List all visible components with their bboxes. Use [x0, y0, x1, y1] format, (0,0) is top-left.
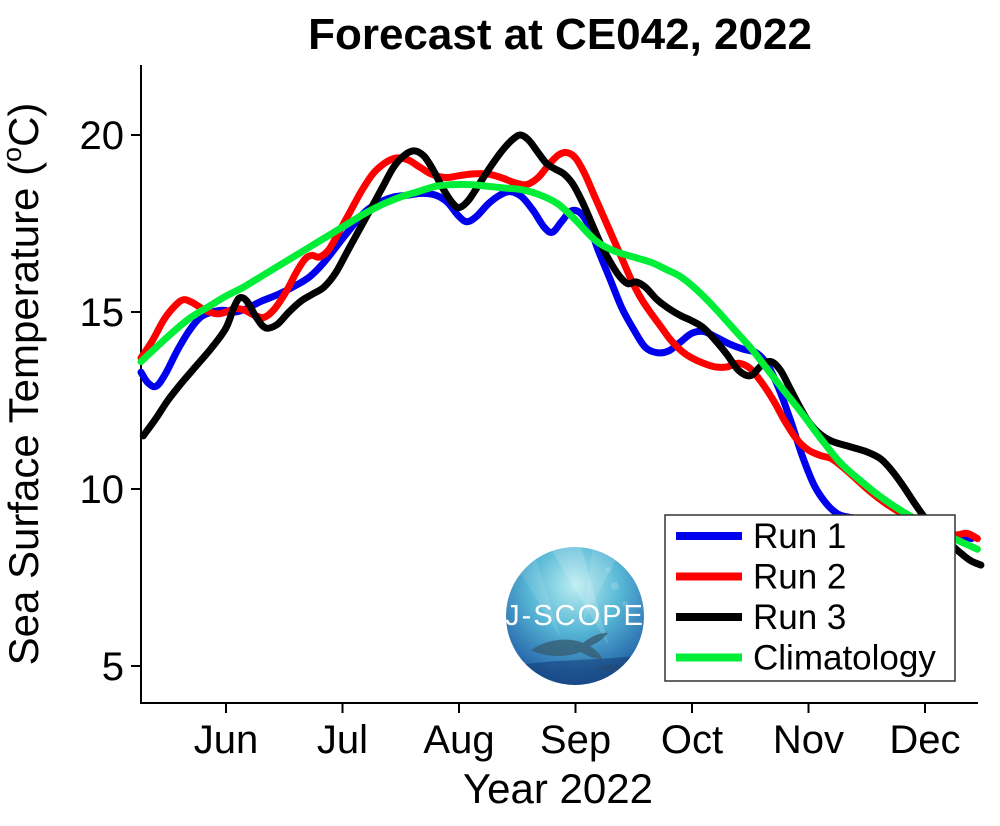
- legend-label-climatology: Climatology: [753, 639, 936, 678]
- legend-label-run-1: Run 1: [753, 517, 846, 556]
- x-tick-label-jun: Jun: [194, 718, 259, 762]
- bubble: [622, 601, 628, 607]
- chart-title: Forecast at CE042, 2022: [308, 10, 812, 59]
- x-tick-label-jul: Jul: [317, 718, 368, 762]
- series-run-2: [137, 148, 981, 543]
- x-tick-label-dec: Dec: [889, 718, 960, 762]
- legend-label-run-2: Run 2: [753, 558, 846, 597]
- series-climatology: [137, 180, 981, 553]
- light-ray: [583, 547, 619, 622]
- y-tick-label-15: 15: [80, 291, 125, 335]
- x-axis: Jun Jul Aug Sep Oct Nov Dec: [194, 703, 961, 762]
- series-lines: [137, 131, 985, 569]
- y-tick-label-20: 20: [80, 114, 125, 158]
- x-tick-label-sep: Sep: [540, 718, 611, 762]
- bubble: [605, 567, 611, 573]
- series-run-3: [139, 131, 985, 569]
- logo-text: J-SCOPE: [505, 600, 645, 632]
- x-axis-label: Year 2022: [463, 765, 653, 812]
- y-axis: 5 10 15 20: [80, 114, 141, 689]
- light-ray: [549, 547, 609, 646]
- y-tick-label-10: 10: [80, 468, 125, 512]
- series-run-1: [137, 188, 976, 543]
- x-tick-label-oct: Oct: [661, 718, 723, 762]
- legend-box: [664, 514, 956, 682]
- light-ray: [517, 556, 561, 638]
- y-tick-label-5: 5: [102, 645, 124, 689]
- x-tick-label-aug: Aug: [423, 718, 494, 762]
- axis-spines: [140, 65, 978, 704]
- y-axis-label: Sea Surface Temperature (oC): [0, 103, 47, 666]
- bubble: [611, 582, 619, 590]
- fish-silhouette: [531, 632, 608, 659]
- legend-label-run-3: Run 3: [753, 598, 846, 637]
- jscope-logo: J-SCOPE: [505, 547, 645, 685]
- x-tick-label-nov: Nov: [773, 718, 844, 762]
